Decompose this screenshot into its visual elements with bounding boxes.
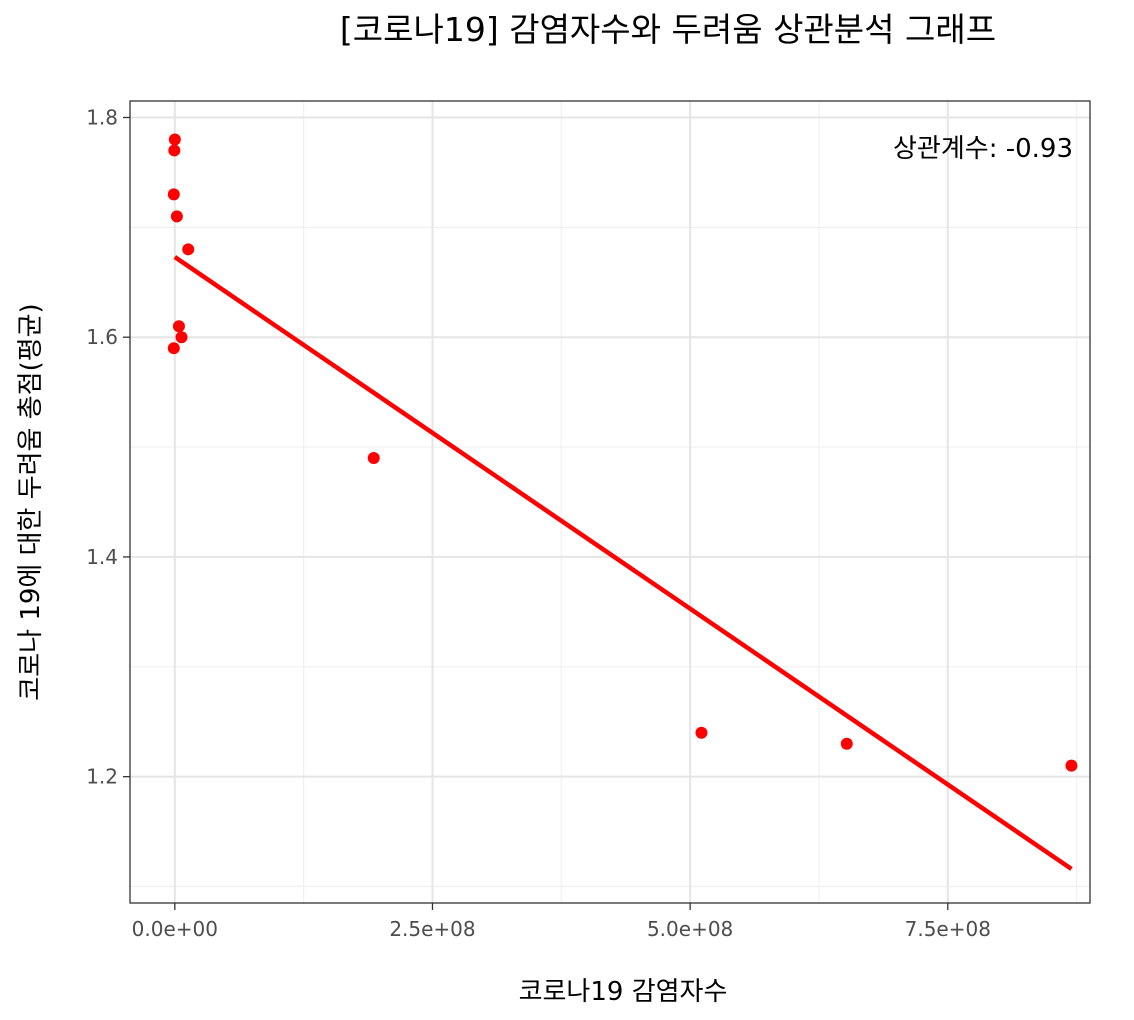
y-tick-label: 1.4	[86, 545, 118, 569]
trend-line-layer	[173, 255, 1073, 871]
y-axis-ticks: 1.2 1.4 1.6 1.8	[86, 105, 130, 789]
data-point	[1065, 759, 1078, 772]
y-tick-label: 1.2	[86, 765, 118, 789]
data-point	[170, 210, 183, 223]
chart-title: [코로나19] 감염자수와 두려움 상관분석 그래프	[340, 10, 996, 49]
x-tick-label: 0.0e+00	[132, 917, 218, 941]
x-tick-label: 2.5e+08	[389, 917, 475, 941]
major-grid	[130, 101, 1090, 903]
data-point	[840, 737, 853, 750]
trend-line	[173, 255, 1073, 871]
data-point	[167, 342, 180, 355]
data-point	[182, 243, 195, 256]
x-axis-ticks: 0.0e+00 2.5e+08 5.0e+08 7.5e+08	[132, 903, 991, 941]
data-point	[175, 331, 188, 344]
x-tick-label: 7.5e+08	[905, 917, 991, 941]
data-point	[167, 188, 180, 201]
data-point	[695, 726, 708, 739]
data-point	[168, 133, 181, 146]
minor-grid	[130, 101, 1090, 903]
y-tick-label: 1.6	[86, 325, 118, 349]
x-axis-title: 코로나19 감염자수	[519, 977, 728, 1007]
data-point	[172, 320, 185, 333]
data-point	[168, 144, 181, 157]
y-tick-label: 1.8	[86, 105, 118, 129]
correlation-annotation: 상관계수: -0.93	[893, 134, 1073, 164]
data-point	[367, 452, 380, 465]
y-axis-title: 코로나 19에 대한 두려움 총점(평균)	[16, 303, 46, 700]
plot-panel-border	[129, 100, 1091, 904]
x-tick-label: 5.0e+08	[647, 917, 733, 941]
scatter-points	[167, 133, 1078, 772]
